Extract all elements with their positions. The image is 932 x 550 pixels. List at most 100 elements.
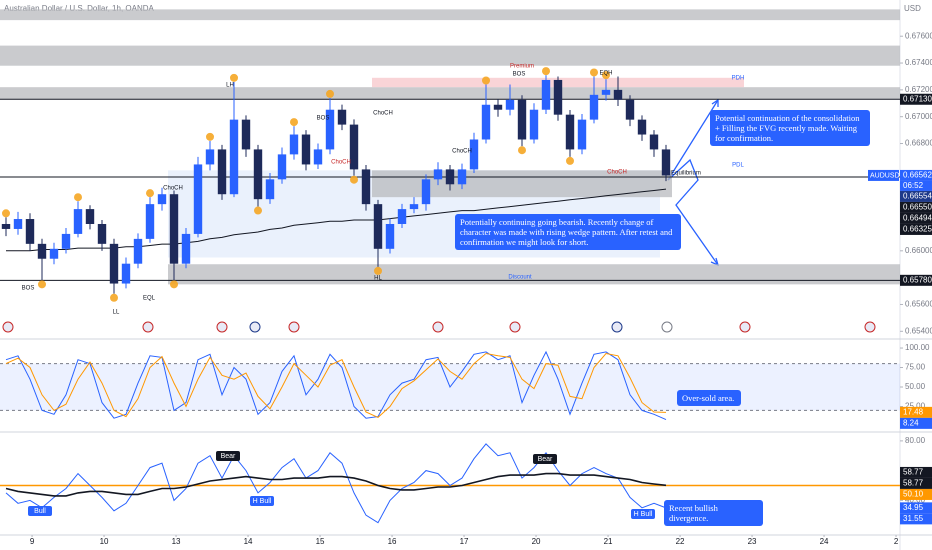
candle-body bbox=[337, 109, 347, 125]
event-icon[interactable] bbox=[2, 321, 14, 333]
annotation: BOS bbox=[22, 286, 35, 292]
price-badge bbox=[900, 93, 932, 105]
price-badge-label: 0.66562 bbox=[903, 171, 932, 180]
annotation: Premium bbox=[510, 64, 534, 70]
candle-body bbox=[613, 89, 623, 100]
candle-body bbox=[529, 109, 539, 140]
candle-body bbox=[241, 119, 251, 150]
y-tick-label: 0.67000 bbox=[905, 112, 932, 121]
price-badge-label: 0.66325 bbox=[903, 225, 932, 234]
candle-body bbox=[289, 134, 299, 155]
y-tick-label: 0.66800 bbox=[905, 139, 932, 148]
event-icon[interactable] bbox=[216, 321, 228, 333]
candle-body bbox=[325, 109, 335, 150]
candle-body bbox=[481, 104, 491, 140]
y-tick-label: 75.00 bbox=[905, 363, 926, 372]
swing-point bbox=[542, 67, 550, 76]
price-badge-label: 8.24 bbox=[903, 418, 919, 427]
candle-body bbox=[421, 179, 431, 205]
candle-body bbox=[205, 149, 215, 165]
candle-body bbox=[25, 219, 35, 244]
x-tick-label: 13 bbox=[172, 537, 181, 546]
swing-point bbox=[566, 156, 574, 165]
price-badge-label: 0.67130 bbox=[903, 94, 932, 103]
candle-body bbox=[361, 169, 371, 205]
candle-body bbox=[409, 204, 419, 210]
candle-body bbox=[217, 149, 227, 195]
event-icon[interactable] bbox=[288, 321, 300, 333]
candle-body bbox=[61, 233, 71, 249]
candle-body bbox=[649, 134, 659, 150]
price-badge bbox=[900, 223, 932, 235]
candle-body bbox=[181, 233, 191, 264]
price-badge-label: 17.48 bbox=[903, 407, 924, 416]
swing-point bbox=[110, 293, 118, 302]
price-badge bbox=[900, 466, 932, 478]
price-badge-label: 50.10 bbox=[903, 490, 924, 499]
callout: Over-sold area. bbox=[677, 390, 741, 406]
candle-body bbox=[373, 204, 383, 249]
candle-body bbox=[601, 89, 611, 95]
swing-point bbox=[482, 76, 490, 85]
swing-point bbox=[602, 71, 610, 80]
y-tick-label: 40.00 bbox=[905, 495, 926, 504]
swing-point bbox=[254, 206, 262, 215]
callout: Recent bullish divergence. bbox=[664, 500, 763, 526]
price-badge bbox=[900, 190, 932, 202]
candle-body bbox=[301, 134, 311, 165]
y-tick-label: 25.00 bbox=[905, 402, 926, 411]
candle-body bbox=[37, 243, 47, 259]
signal-box bbox=[28, 506, 52, 516]
price-badge-label: 0.65780 bbox=[903, 275, 932, 284]
event-icon[interactable] bbox=[249, 321, 261, 333]
candle-body bbox=[553, 79, 563, 115]
annotation: EQL bbox=[143, 296, 156, 302]
swing-point bbox=[206, 132, 214, 141]
price-badge bbox=[900, 406, 932, 418]
callout: Potentially continuing going bearish. Re… bbox=[455, 214, 681, 250]
price-badge bbox=[900, 513, 932, 525]
signal-label: Bear bbox=[538, 456, 553, 463]
candle-body bbox=[229, 119, 239, 195]
event-icon[interactable] bbox=[611, 321, 623, 333]
price-badge-label: 58.77 bbox=[903, 468, 924, 477]
candle-body bbox=[133, 238, 143, 264]
event-icon[interactable] bbox=[739, 321, 751, 333]
zone bbox=[0, 45, 900, 66]
x-tick-label: 20 bbox=[532, 537, 541, 546]
y-tick-label: 0.67600 bbox=[905, 31, 932, 40]
signal-label: Bull bbox=[34, 508, 46, 515]
candle-body bbox=[541, 79, 551, 110]
event-icon[interactable] bbox=[142, 321, 154, 333]
projection-arrows bbox=[667, 98, 720, 267]
signal-label: H Bull bbox=[634, 511, 653, 518]
price-badge-label: 0.66554 bbox=[903, 192, 932, 201]
candle-body bbox=[577, 119, 587, 150]
annotation: ChoCH bbox=[373, 111, 393, 117]
swing-point bbox=[290, 118, 298, 127]
symbol-label: AUDUSD bbox=[870, 172, 900, 179]
price-badge-label: 58.77 bbox=[903, 479, 924, 488]
candle-body bbox=[97, 223, 107, 244]
annotation: HL bbox=[374, 276, 382, 282]
price-badge bbox=[900, 212, 932, 224]
event-icon[interactable] bbox=[509, 321, 521, 333]
swing-point bbox=[170, 280, 178, 289]
swing-point bbox=[74, 193, 82, 202]
price-badge-label: 34.95 bbox=[903, 503, 924, 512]
x-tick-label: 21 bbox=[604, 537, 613, 546]
event-icon[interactable] bbox=[432, 321, 444, 333]
signal-box bbox=[631, 509, 655, 519]
arrow bbox=[667, 99, 719, 181]
event-icon[interactable] bbox=[661, 321, 673, 333]
y-tick-label: 100.00 bbox=[905, 343, 930, 352]
price-badge bbox=[900, 201, 932, 213]
candle-body bbox=[493, 104, 503, 110]
candle-body bbox=[73, 209, 83, 234]
event-icon[interactable] bbox=[864, 321, 876, 333]
x-tick-label: 16 bbox=[388, 537, 397, 546]
candle-body bbox=[193, 164, 203, 234]
price-badge bbox=[900, 488, 932, 500]
